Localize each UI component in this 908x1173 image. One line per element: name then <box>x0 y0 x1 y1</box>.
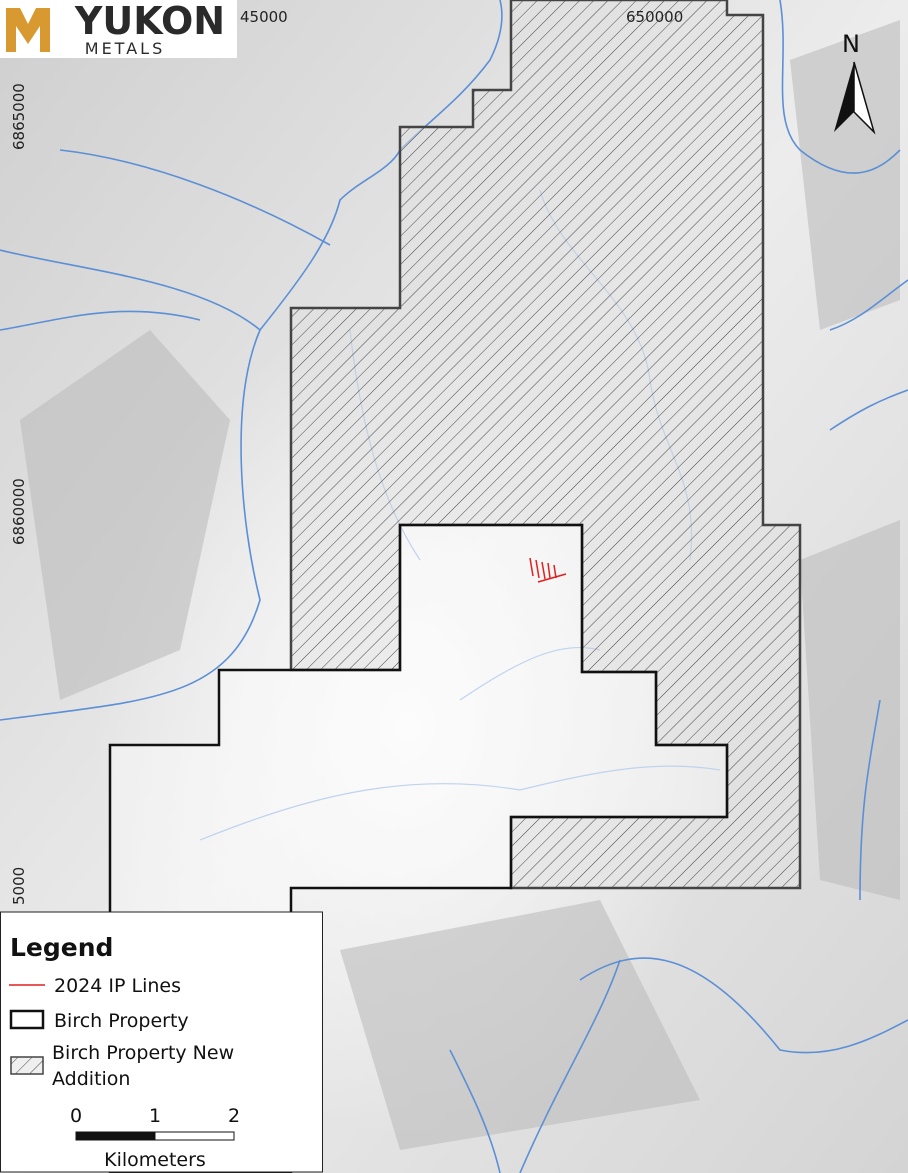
scale-unit: Kilometers <box>104 1149 206 1171</box>
legend-addition-swatch <box>10 1056 44 1075</box>
legend-item: Birch Property New Addition <box>52 1042 235 1090</box>
scale-bar-dark <box>75 1131 156 1141</box>
scale-bar-light <box>154 1131 235 1141</box>
north-arrow-dark <box>834 62 854 132</box>
legend-title: Legend <box>10 933 113 962</box>
logo-name: YUKON <box>74 0 225 43</box>
scale-tick: 1 <box>149 1105 161 1127</box>
ridges <box>20 20 900 1150</box>
legend-item: 2024 IP Lines <box>54 975 181 997</box>
north-label: N <box>842 30 860 58</box>
legend-birch-swatch <box>9 1009 45 1030</box>
grid-label-x: 650000 <box>626 8 683 26</box>
grid-label-x: 45000 <box>240 8 288 26</box>
north-arrow-light <box>853 61 876 135</box>
legend-box <box>0 911 323 1173</box>
grid-label-y: 6865000 <box>10 83 28 150</box>
scale-tick: 2 <box>228 1105 240 1127</box>
ip-lines <box>529 557 567 583</box>
grid-label-y: 5000 <box>10 867 28 905</box>
grid-label-y: 6860000 <box>10 478 28 545</box>
scale-tick: 0 <box>70 1105 82 1127</box>
logo-mark <box>6 8 50 52</box>
legend-item-wrap: Birch Property New Addition <box>52 1042 235 1090</box>
legend-item: Birch Property <box>54 1010 189 1032</box>
logo-sub: METALS <box>85 39 165 58</box>
